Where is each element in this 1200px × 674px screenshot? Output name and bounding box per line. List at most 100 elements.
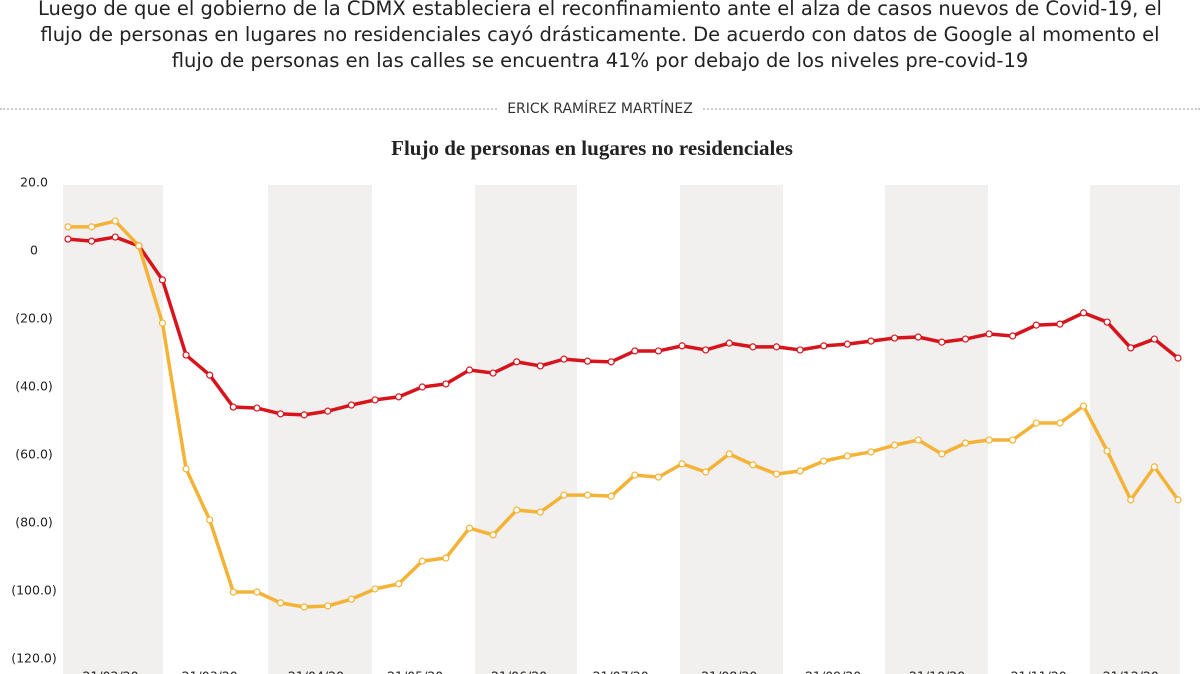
data-point [725,450,733,458]
data-point [631,347,639,355]
data-point [276,410,285,418]
data-point [206,371,214,379]
data-point [465,366,474,374]
x-tick-label: 21/03/20 [182,669,238,674]
data-point [1103,318,1111,326]
data-point [395,580,403,588]
data-point [182,465,190,473]
x-tick-label: 21/11/20 [1011,669,1067,674]
data-point [489,369,497,377]
month-band [1090,185,1180,674]
data-point [1056,419,1064,427]
data-point [229,588,237,596]
data-point [843,340,851,348]
data-point [182,351,190,359]
y-tick-label: (20.0) [15,311,53,326]
data-point [395,393,403,401]
data-point [158,319,167,327]
data-point [111,233,119,241]
x-tick-label: 21/09/20 [805,669,861,674]
data-point [654,347,663,355]
data-point [1056,320,1064,328]
data-point [1032,419,1040,427]
data-point [1079,402,1088,410]
data-point [1127,496,1135,504]
data-point [796,467,804,475]
data-point [300,603,308,611]
x-tick-label: 21/07/20 [593,669,649,674]
data-point [560,491,568,499]
data-point [607,358,615,366]
data-point [206,516,214,524]
data-point [442,554,450,562]
data-point [1174,354,1182,362]
month-bands [63,185,1180,674]
data-point [1009,332,1017,340]
data-point [64,223,72,231]
y-tick-label: (40.0) [15,379,53,394]
data-point [371,396,379,404]
data-point [253,404,261,412]
month-band [680,185,783,674]
data-point [347,595,356,603]
data-point [796,346,804,354]
data-point [88,223,96,231]
data-point [725,339,733,347]
author-line: ERICK RAMÍREZ MARTÍNEZ [0,101,1200,117]
data-point [702,468,710,476]
data-point [135,242,143,250]
data-point [324,407,332,415]
y-tick-label: 0 [30,243,38,258]
chart-title: Flujo de personas en lugares no residenc… [391,136,793,160]
x-tick-label: 21/02/20 [82,669,138,674]
series-line [68,219,1180,609]
data-point [536,508,544,516]
data-point [418,383,426,391]
data-point [111,217,119,225]
intro-text: Luego de que el gobierno de la CDMX esta… [38,0,1162,72]
data-point [229,403,237,411]
data-point [867,337,875,345]
x-tick-label: 21/08/20 [701,669,757,674]
data-point [489,531,497,539]
data-point [253,588,261,596]
data-point [890,441,899,449]
month-band [475,185,577,674]
data-point [702,346,710,354]
data-point [1150,463,1158,471]
data-point [820,342,828,350]
data-point [890,334,899,342]
data-point [1150,335,1158,343]
data-point [631,471,639,479]
data-point [513,506,521,514]
data-point [654,473,663,481]
data-point [583,491,592,499]
data-point [442,380,450,388]
month-band [268,185,372,674]
data-point [749,461,757,469]
data-point [961,439,970,447]
data-point [513,358,521,366]
data-point [64,235,72,243]
data-point [560,355,568,363]
data-point [371,585,379,593]
data-point [347,401,356,409]
x-tick-label: 21/06/20 [491,669,547,674]
data-point [749,343,757,351]
data-point [1009,436,1017,444]
data-point [300,411,308,419]
x-tick-label: 21/10/20 [909,669,965,674]
data-point [820,457,828,465]
x-tick-label: 21/12/20 [1103,669,1159,674]
data-point [772,470,781,478]
data-point [1127,344,1135,352]
data-point [324,602,332,610]
data-point [583,357,592,365]
data-point [536,362,544,370]
data-point [1079,309,1088,317]
y-tick-label: (60.0) [15,447,53,462]
month-band [885,185,988,674]
y-tick-label: 20.0 [20,175,48,190]
